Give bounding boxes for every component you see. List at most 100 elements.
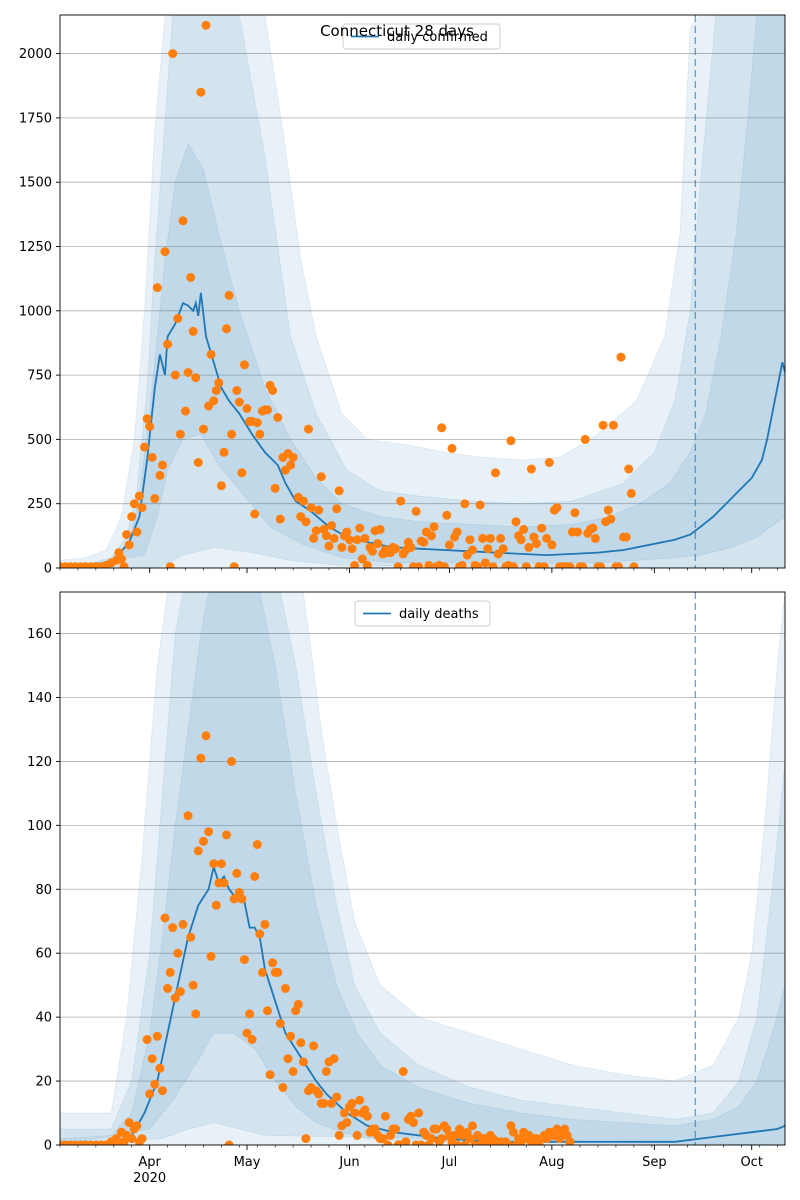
observed-point [478, 533, 488, 543]
observed-point [304, 424, 313, 434]
observed-point [350, 1108, 360, 1118]
observed-point [378, 1134, 388, 1144]
observed-point [375, 524, 385, 534]
observed-point [186, 932, 196, 942]
observed-point [357, 554, 367, 564]
observed-point [391, 544, 401, 554]
observed-point [342, 1118, 352, 1128]
observed-point [232, 868, 242, 878]
observed-point [119, 562, 129, 568]
y-tick-label: 120 [27, 755, 52, 770]
observed-point [485, 533, 495, 543]
observed-point [178, 919, 188, 929]
observed-point [573, 527, 582, 537]
observed-point [188, 980, 198, 990]
observed-point [483, 544, 493, 554]
observed-point [362, 560, 372, 568]
observed-point [270, 483, 280, 493]
observed-point [252, 840, 262, 849]
observed-point [321, 1067, 331, 1076]
observed-point [337, 542, 347, 552]
observed-point [616, 352, 626, 362]
observed-point [345, 535, 354, 545]
observed-point [155, 470, 165, 480]
observed-point [629, 562, 639, 568]
observed-point [309, 1041, 319, 1051]
observed-point [224, 1140, 234, 1145]
observed-point [124, 540, 134, 550]
observed-point [306, 503, 316, 513]
observed-point [163, 339, 173, 349]
y-tick-label: 1500 [19, 176, 52, 191]
observed-point [608, 420, 618, 430]
observed-point [280, 983, 290, 993]
observed-point [252, 418, 262, 428]
observed-point [565, 1137, 575, 1145]
observed-point [245, 1009, 255, 1019]
observed-point [511, 517, 521, 527]
observed-point [137, 503, 147, 513]
observed-point [506, 436, 516, 446]
observed-point [132, 527, 142, 537]
observed-point [117, 554, 126, 564]
observed-point [173, 948, 183, 958]
y-tick-label: 1250 [19, 240, 52, 255]
observed-point [222, 324, 231, 334]
y-tick-label: 750 [27, 369, 52, 384]
observed-point [537, 523, 547, 533]
observed-point [283, 1054, 293, 1064]
observed-point [339, 1108, 349, 1118]
observed-point [332, 504, 342, 514]
axes-frame [59, 14, 786, 569]
observed-point [250, 509, 260, 519]
observed-point [508, 1127, 518, 1137]
x-tick-label: Apr [138, 1155, 161, 1170]
observed-point [278, 1083, 288, 1092]
observed-point [334, 486, 344, 496]
observed-point [168, 923, 178, 933]
y-tick-label: 80 [35, 883, 52, 898]
uncertainty-band-inner [60, 592, 785, 1145]
uncertainty-band-inner [60, 15, 785, 568]
uncertainty-band-outer [60, 592, 785, 1145]
observed-point [201, 20, 211, 30]
observed-point [165, 967, 175, 977]
observed-point [124, 1118, 134, 1128]
uncertainty-band-outer [60, 15, 785, 568]
observed-point [503, 1140, 513, 1145]
observed-point [352, 535, 362, 545]
observed-point [206, 951, 216, 961]
observed-point [247, 1035, 257, 1044]
observed-point [165, 562, 175, 568]
observed-point [319, 1098, 329, 1108]
observed-point [263, 1006, 272, 1016]
observed-point [468, 545, 477, 555]
observed-point [232, 386, 242, 395]
observed-point [234, 397, 244, 407]
observed-point [311, 526, 321, 536]
observed-point [224, 290, 234, 300]
observed-point [355, 523, 365, 533]
y-tick-label: 160 [27, 627, 52, 642]
observed-point [214, 378, 224, 388]
legend: daily confirmed [342, 23, 501, 50]
observed-point [552, 503, 562, 513]
observed-point [419, 537, 429, 547]
observed-point [145, 1089, 155, 1099]
observed-point [296, 1038, 306, 1048]
observed-point [570, 508, 580, 518]
y-tick-label: 2000 [19, 47, 52, 62]
observed-point [158, 1086, 167, 1096]
observed-point [621, 532, 631, 542]
observed-point [263, 405, 272, 415]
observed-point [414, 562, 424, 568]
y-tick-label: 250 [27, 497, 52, 512]
observed-point [329, 533, 339, 543]
observed-point [321, 531, 331, 541]
observed-point [255, 929, 265, 939]
observed-point [473, 562, 483, 568]
observed-point [427, 531, 436, 541]
observed-point [137, 1134, 147, 1144]
observed-point [437, 1134, 447, 1144]
